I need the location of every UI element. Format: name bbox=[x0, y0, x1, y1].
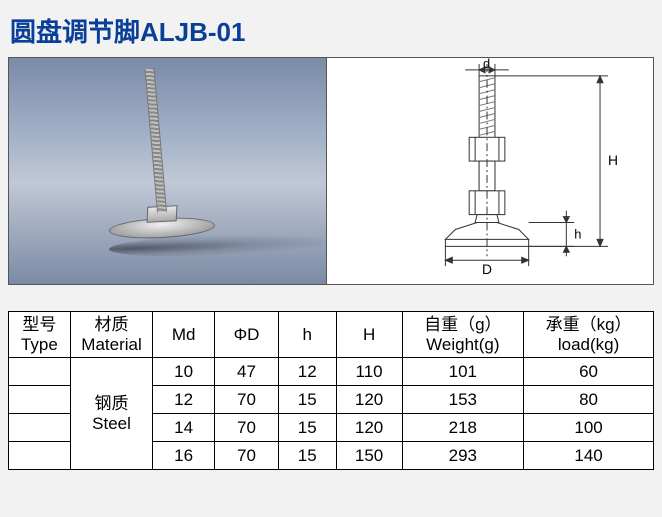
hdr-type: 型号 Type bbox=[9, 312, 71, 358]
hdr-d: ΦD bbox=[215, 312, 279, 358]
thread-shape bbox=[144, 68, 167, 212]
hdr-material: 材质 Material bbox=[70, 312, 152, 358]
diagram-svg: d D h H bbox=[327, 58, 653, 284]
dim-H: H bbox=[608, 152, 618, 168]
spec-table: 型号 Type 材质 Material Md ΦD h H 自重（g） Weig… bbox=[8, 311, 654, 470]
product-photo bbox=[9, 58, 327, 284]
dim-d: d bbox=[483, 58, 490, 71]
figure-row: d D h H bbox=[8, 57, 654, 285]
hdr-load: 承重（kg） load(kg) bbox=[524, 312, 654, 358]
product-title: 圆盘调节脚ALJB-01 bbox=[10, 12, 654, 49]
hdr-md: Md bbox=[153, 312, 215, 358]
hdr-H: H bbox=[336, 312, 402, 358]
table-row: 钢质 Steel 1047 12110 10160 bbox=[9, 358, 654, 386]
hdr-weight: 自重（g） Weight(g) bbox=[402, 312, 524, 358]
hdr-h: h bbox=[278, 312, 336, 358]
table-header-row: 型号 Type 材质 Material Md ΦD h H 自重（g） Weig… bbox=[9, 312, 654, 358]
material-cell: 钢质 Steel bbox=[70, 358, 152, 470]
dimension-diagram: d D h H bbox=[327, 58, 653, 284]
dim-D: D bbox=[482, 261, 492, 277]
dim-h: h bbox=[574, 226, 581, 241]
